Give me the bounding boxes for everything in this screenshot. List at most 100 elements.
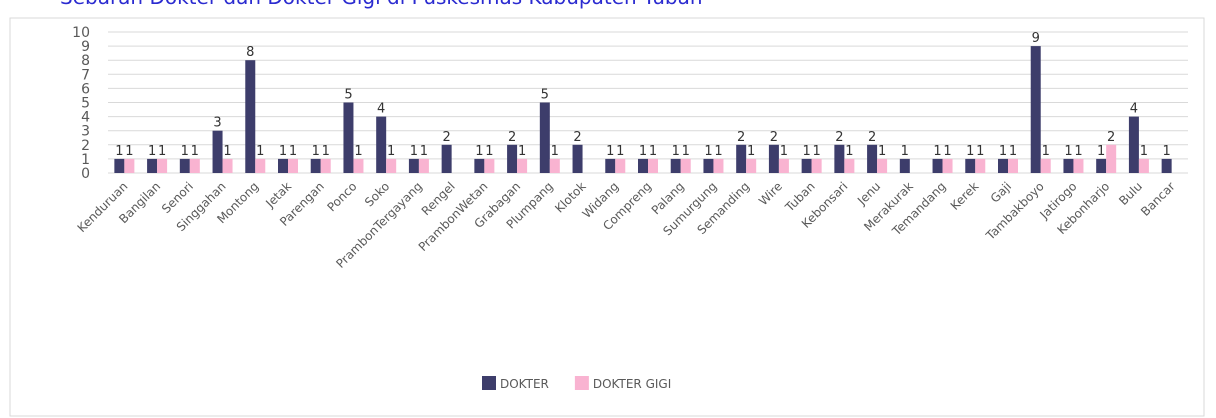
bar xyxy=(245,60,256,174)
y-tick-label: 1 xyxy=(81,152,90,168)
value-label: 1 xyxy=(672,144,680,159)
value-label: 1 xyxy=(551,144,559,159)
legend-label: DOKTER xyxy=(500,377,549,391)
value-label: 1 xyxy=(518,144,526,159)
value-label: 2 xyxy=(835,130,843,145)
bar xyxy=(801,158,812,173)
bar xyxy=(320,158,331,173)
chart-frame xyxy=(9,17,1205,417)
value-label: 4 xyxy=(377,102,385,117)
value-label: 1 xyxy=(1042,144,1050,159)
bar xyxy=(288,158,298,173)
y-tick-label: 8 xyxy=(81,53,90,69)
value-label: 1 xyxy=(115,144,123,159)
bar xyxy=(124,158,135,173)
y-tick-label: 3 xyxy=(81,124,90,140)
value-label: 1 xyxy=(191,144,199,159)
value-label: 1 xyxy=(312,144,320,159)
bar xyxy=(670,158,681,173)
legend-label: DOKTER GIGI xyxy=(593,377,671,391)
bar xyxy=(408,158,419,173)
y-tick-label: 7 xyxy=(81,67,90,83)
value-label: 1 xyxy=(1064,144,1072,159)
bar xyxy=(539,102,550,173)
value-label: 1 xyxy=(475,144,483,159)
value-label: 2 xyxy=(868,130,876,145)
value-label: 5 xyxy=(344,88,352,103)
legend-swatch xyxy=(482,376,496,390)
bar xyxy=(844,158,855,173)
value-label: 1 xyxy=(616,144,624,159)
bar xyxy=(1128,116,1139,173)
bar xyxy=(222,158,233,173)
value-label: 9 xyxy=(1032,31,1040,46)
bar xyxy=(975,158,986,173)
y-tick-label: 0 xyxy=(81,166,90,182)
bar xyxy=(376,116,387,173)
value-label: 1 xyxy=(181,144,189,159)
value-label: 2 xyxy=(573,130,581,145)
bar xyxy=(1030,46,1041,173)
bar xyxy=(484,158,495,173)
bar xyxy=(1161,158,1172,173)
bar xyxy=(418,158,429,173)
bar xyxy=(1063,158,1074,173)
bar xyxy=(343,102,354,173)
value-label: 1 xyxy=(158,144,166,159)
value-label: 1 xyxy=(639,144,647,159)
value-label: 1 xyxy=(1074,144,1082,159)
bar xyxy=(1040,158,1051,173)
value-label: 1 xyxy=(1097,144,1105,159)
bar xyxy=(310,158,321,173)
value-label: 1 xyxy=(148,144,156,159)
value-label: 1 xyxy=(606,144,614,159)
value-label: 1 xyxy=(901,144,909,159)
bar xyxy=(549,158,560,173)
bar xyxy=(517,158,528,173)
y-tick-label: 6 xyxy=(81,81,90,97)
bar xyxy=(353,158,364,173)
bar xyxy=(1008,158,1018,173)
bar xyxy=(703,158,714,173)
bar xyxy=(189,158,200,173)
chart-title: Sebaran Dokter dan Dokter Gigi di Puskes… xyxy=(60,0,703,9)
value-label: 1 xyxy=(966,144,974,159)
value-label: 1 xyxy=(1140,144,1148,159)
y-tick-label: 2 xyxy=(81,138,90,154)
bar xyxy=(998,158,1008,173)
value-label: 1 xyxy=(933,144,941,159)
value-label: 1 xyxy=(714,144,722,159)
value-label: 1 xyxy=(420,144,428,159)
bar xyxy=(942,158,953,173)
value-label: 2 xyxy=(1107,130,1115,145)
bar xyxy=(507,144,518,173)
value-label: 2 xyxy=(508,130,516,145)
value-label: 1 xyxy=(387,144,395,159)
bar xyxy=(474,158,485,173)
bar xyxy=(212,130,223,173)
bar xyxy=(965,158,976,173)
value-label: 1 xyxy=(878,144,886,159)
bar xyxy=(441,144,452,173)
value-label: 1 xyxy=(256,144,264,159)
bar xyxy=(114,158,125,173)
bar xyxy=(713,158,724,173)
bar xyxy=(834,144,845,173)
bar xyxy=(147,158,158,173)
bar xyxy=(736,144,747,173)
value-label: 1 xyxy=(999,144,1007,159)
value-label: 1 xyxy=(410,144,418,159)
bar xyxy=(1096,158,1107,173)
bar xyxy=(746,158,757,173)
value-label: 1 xyxy=(1162,144,1170,159)
bar xyxy=(1106,144,1117,173)
value-label: 3 xyxy=(213,116,221,131)
bar xyxy=(1073,158,1084,173)
value-label: 5 xyxy=(541,88,549,103)
value-label: 2 xyxy=(442,130,450,145)
value-label: 1 xyxy=(223,144,231,159)
value-label: 1 xyxy=(322,144,330,159)
bar xyxy=(648,158,658,173)
value-label: 1 xyxy=(802,144,810,159)
y-tick-label: 5 xyxy=(81,96,90,112)
